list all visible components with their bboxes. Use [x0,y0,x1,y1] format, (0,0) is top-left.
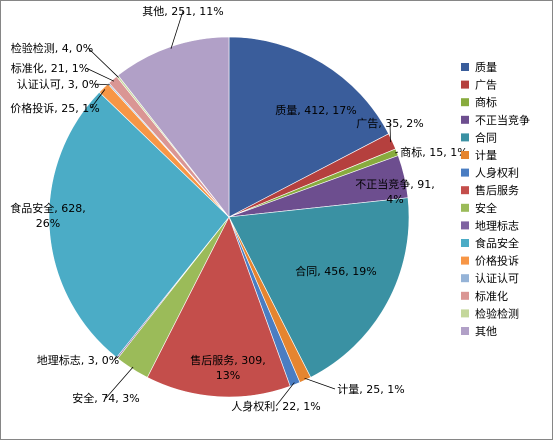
leader-line [394,151,399,154]
legend-item-label: 地理标志 [475,218,519,232]
legend-item-label: 认证认可 [475,272,519,285]
data-label: 标准化, 21, 1% [11,61,89,75]
legend-item-label: 人身权利 [475,166,519,180]
data-label: 质量, 412, 17% [275,104,356,117]
legend-item-label: 不正当竞争 [475,113,530,127]
legend-item-label: 质量 [475,61,497,74]
legend-swatch [461,80,469,89]
legend-swatch [461,274,469,283]
data-label: 检验检测, 4, 0% [11,41,93,55]
legend-swatch [461,221,469,230]
leader-line [275,382,295,407]
leader-line [170,10,184,49]
data-label: 其他, 251, 11% [142,5,223,18]
leader-line [87,47,119,78]
pie-slice [228,197,410,378]
legend-swatch [461,168,469,177]
legend-swatch [461,186,469,195]
legend-swatch [461,151,469,159]
legend: 质量广告商标不正当竞争合同计量人身权利售后服务安全地理标志食品安全价格投诉认证认… [461,61,530,338]
data-label: 计量, 25, 1% [337,383,404,396]
leader-line [85,67,115,82]
leader-lines [85,10,399,407]
data-label: 不正当竞争, 91, 4% [355,177,435,206]
pie-slice [228,36,390,218]
legend-item-label: 价格投诉 [475,254,519,268]
legend-swatch [461,239,469,247]
data-label: 合同, 456, 19% [295,264,376,278]
legend-swatch [461,98,469,107]
leader-line [113,356,119,361]
data-label: 地理标志, 3, 0% [37,353,119,367]
pie-slice [146,216,291,398]
legend-swatch [461,203,469,212]
pie-slice [48,91,230,358]
pie-slice [117,36,230,218]
leader-line [304,377,336,390]
data-label: 人身权利, 22, 1% [231,399,320,413]
data-label: 安全, 74, 3% [72,391,139,405]
legend-item-label: 广告 [475,79,497,92]
data-label: 售后服务, 309, 13% [190,353,266,382]
leader-line [105,366,134,399]
legend-item-label: 检验检测 [475,306,519,320]
legend-item-label: 食品安全 [475,236,519,250]
legend-item-label: 商标 [475,95,497,109]
legend-swatch [461,327,469,335]
legend-swatch [461,309,469,318]
data-label: 商标, 15, 1% [400,145,467,159]
pie-slices [48,36,410,398]
legend-item-label: 安全 [475,201,497,215]
legend-swatch [461,63,469,71]
data-labels: 质量, 412, 17%广告, 35, 2% 商标, 15, 1% 不正当竞争, 9… [10,5,467,413]
leader-line [93,83,110,86]
legend-swatch [461,256,469,265]
leader-line [90,89,106,109]
legend-item-label: 计量 [475,149,497,162]
legend-item-label: 标准化 [475,289,508,303]
data-label: 认证认可, 3, 0% [17,78,99,91]
legend-item-label: 其他 [475,325,497,338]
legend-swatch [461,133,469,142]
data-label: 广告, 35, 2% [356,117,423,130]
data-label: 价格投诉, 25, 1% [10,101,99,115]
legend-swatch [461,115,469,124]
legend-item-label: 合同 [475,130,497,144]
legend-swatch [461,291,469,300]
data-label: 食品安全, 628, 26% [10,201,86,230]
legend-item-label: 售后服务 [475,183,519,197]
